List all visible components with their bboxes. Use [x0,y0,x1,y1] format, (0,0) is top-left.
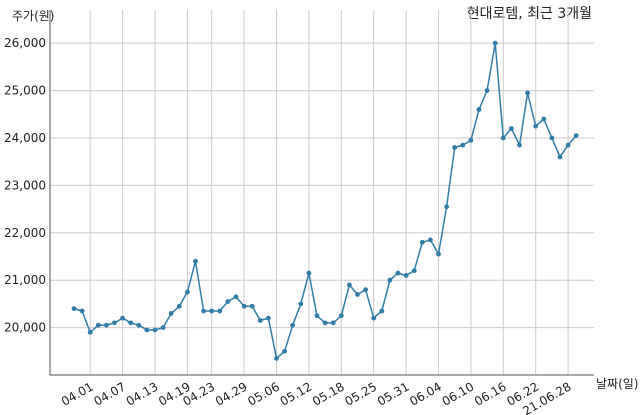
data-point [266,315,271,321]
data-point [282,348,287,354]
data-point [152,327,158,333]
data-point [314,313,320,319]
y-tick-labels: 20,000 21,000 22,000 23,000 24,000 25,000 26,0… [4,36,46,334]
x-tick-labels: 04.0104.0704.1304.1904.2304.2905.0605.12… [59,379,574,415]
data-point [355,292,360,297]
data-point [557,154,563,160]
data-point [112,320,117,326]
data-point [573,133,579,139]
data-point [363,287,368,293]
data-point [541,116,547,122]
grid [50,10,594,375]
data-point [136,322,142,328]
data-point [298,301,304,307]
data-point [209,308,215,314]
data-point [144,327,150,333]
data-point [517,142,522,148]
chart-title: 현대로템, 최근 3개월 [467,6,592,22]
data-point [104,322,109,328]
data-point [168,310,174,316]
data-point [95,322,101,328]
data-point [330,320,336,326]
data-point [338,313,344,319]
x-tick-label: 05.12 [278,379,315,408]
data-point [225,299,231,304]
data-point [387,277,393,283]
data-point [322,320,328,326]
y-tick-label: 26,000 [4,36,46,50]
y-tick-label: 23,000 [4,178,46,192]
data-point [411,268,417,274]
data-point [128,320,134,326]
axes [49,10,594,376]
x-tick-label: 06.04 [407,379,444,408]
data-point [549,135,555,141]
x-tick-label: 05.31 [375,379,412,408]
x-axis-label: 날짜(일) [596,377,638,391]
data-point [452,145,458,150]
data-point [436,251,441,257]
x-tick-label: 04.13 [124,379,161,408]
data-point [306,270,312,276]
data-point [395,270,401,276]
data-point [176,303,182,309]
data-point [233,294,239,300]
y-tick-label: 21,000 [4,273,46,287]
data-point [347,282,352,288]
data-point [371,315,377,321]
data-point [525,90,530,96]
data-point [257,318,263,323]
data-point [193,258,198,264]
x-tick-label: 05.18 [310,379,347,408]
data-point [484,88,490,93]
data-point [185,289,190,295]
y-axis-label: 주가(원) [12,9,54,23]
data-point [476,107,482,112]
series [71,40,579,361]
y-tick-label: 24,000 [4,131,46,145]
data-point [468,137,474,143]
data-point [201,308,207,314]
data-point [274,356,279,361]
data-point [565,142,571,148]
data-point [87,329,93,335]
data-point [379,308,385,314]
data-point [290,322,296,328]
data-point [444,204,449,210]
x-tick-label: 04.01 [59,379,96,408]
x-tick-label: 06.16 [472,379,509,408]
x-tick-label: 06.10 [440,379,477,408]
data-point [160,325,166,330]
data-point [249,303,255,309]
data-point [241,303,247,309]
data-point [79,308,85,314]
x-tick-label: 05.25 [342,379,379,408]
data-point [71,306,77,312]
data-point [419,239,425,245]
data-point [403,273,409,278]
x-tick-label: 04.07 [91,379,128,408]
x-tick-label: 04.29 [213,379,250,408]
data-point [533,123,539,129]
data-point [492,40,498,46]
data-point [500,135,506,141]
y-tick-label: 22,000 [4,226,46,240]
y-tick-label: 25,000 [4,84,46,98]
data-point [428,237,433,243]
x-tick-label: 05.06 [245,379,282,408]
data-point [120,315,125,321]
data-point [509,126,514,131]
data-point [217,308,223,314]
data-point [460,142,466,148]
y-tick-label: 20,000 [4,321,46,335]
